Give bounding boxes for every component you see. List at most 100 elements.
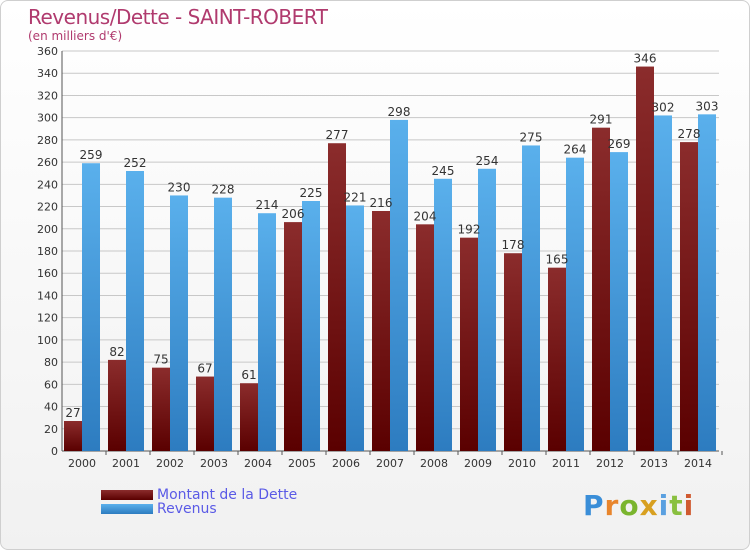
- x-tick-label: 2012: [596, 457, 624, 470]
- x-tick-label: 2004: [244, 457, 272, 470]
- legend-item-debt: Montant de la Dette: [101, 487, 297, 503]
- y-tick-label: 80: [44, 356, 58, 369]
- y-tick-label: 320: [37, 89, 58, 102]
- y-tick-label: 200: [37, 223, 58, 236]
- logo-letter: o: [619, 489, 640, 522]
- value-label-debt-2002: 75: [153, 353, 168, 367]
- bar-revenue-2009: [478, 168, 496, 451]
- x-tick-label: 2000: [68, 457, 96, 470]
- bar-revenue-2011: [566, 157, 584, 451]
- bar-debt-2007: [372, 211, 390, 451]
- y-tick-label: 140: [37, 289, 58, 302]
- bar-debt-2006: [328, 143, 346, 451]
- x-tick-label: 2010: [508, 457, 536, 470]
- bar-revenue-2005: [302, 201, 320, 451]
- bar-debt-2014: [680, 142, 698, 451]
- value-label-debt-2010: 178: [502, 238, 525, 252]
- legend-label-revenue: Revenus: [157, 501, 217, 517]
- y-tick-label: 340: [37, 67, 58, 80]
- bar-debt-2013: [636, 66, 654, 452]
- x-tick-label: 2009: [464, 457, 492, 470]
- legend-swatch-debt: [101, 490, 153, 500]
- value-label-debt-2000: 27: [65, 406, 80, 420]
- bar-revenue-2006: [346, 205, 364, 451]
- bar-revenue-2012: [610, 152, 628, 451]
- bar-debt-2008: [416, 224, 434, 451]
- legend-label-debt: Montant de la Dette: [157, 487, 298, 503]
- x-tick-label: 2003: [200, 457, 228, 470]
- y-tick-label: 240: [37, 178, 58, 191]
- x-tick-label: 2014: [684, 457, 712, 470]
- y-tick-label: 180: [37, 245, 58, 258]
- y-tick-label: 280: [37, 134, 58, 147]
- x-tick-label: 2007: [376, 457, 404, 470]
- x-tick-label: 2005: [288, 457, 316, 470]
- logo-letter: t: [669, 489, 684, 522]
- bar-debt-2012: [592, 127, 610, 452]
- x-tick-label: 2011: [552, 457, 580, 470]
- bar-revenue-2010: [522, 145, 540, 451]
- legend-item-revenue: Revenus: [101, 501, 217, 517]
- logo-letter: i: [683, 489, 695, 522]
- x-tick-label: 2001: [112, 457, 140, 470]
- chart-title: Revenus/Dette - SAINT-ROBERT: [28, 5, 328, 29]
- chart-subtitle: (en milliers d'€): [28, 29, 123, 43]
- logo-letter: P: [583, 489, 605, 522]
- value-label-revenue-2002: 230: [168, 180, 191, 194]
- proxiti-logo: Proxiti: [583, 489, 694, 522]
- value-label-revenue-2011: 264: [564, 143, 587, 157]
- y-tick-label: 40: [44, 401, 58, 414]
- legend-swatch-revenue: [101, 504, 153, 514]
- value-label-revenue-2000: 259: [80, 148, 103, 162]
- value-label-debt-2013: 346: [634, 52, 657, 66]
- value-label-revenue-2012: 269: [608, 137, 631, 151]
- value-label-debt-2007: 216: [370, 196, 393, 210]
- y-tick-label: 300: [37, 112, 58, 125]
- value-label-debt-2008: 204: [414, 209, 437, 223]
- value-label-debt-2003: 67: [197, 362, 212, 376]
- value-label-revenue-2013: 302: [652, 100, 675, 114]
- value-label-debt-2004: 61: [241, 368, 256, 382]
- value-label-revenue-2003: 228: [212, 183, 235, 197]
- value-label-debt-2009: 192: [458, 223, 481, 237]
- bar-debt-2002: [152, 367, 170, 451]
- bar-debt-2011: [548, 267, 566, 451]
- x-tick-label: 2013: [640, 457, 668, 470]
- value-label-revenue-2008: 245: [432, 164, 455, 178]
- bar-revenue-2013: [654, 115, 672, 451]
- bar-revenue-2008: [434, 178, 452, 451]
- bar-revenue-2001: [126, 171, 144, 451]
- y-tick-label: 20: [44, 423, 58, 436]
- x-tick-label: 2008: [420, 457, 448, 470]
- x-tick-label: 2002: [156, 457, 184, 470]
- value-label-revenue-2010: 275: [520, 130, 543, 144]
- value-label-revenue-2001: 252: [124, 156, 147, 170]
- value-label-revenue-2005: 225: [300, 186, 323, 200]
- x-tick-label: 2006: [332, 457, 360, 470]
- axes: 0 20 40 60 80 100 120 140 160 180 200 220 240 260 280 3…: [37, 45, 723, 470]
- bar-revenue-2007: [390, 119, 408, 451]
- bar-debt-2003: [196, 376, 214, 451]
- bar-debt-2004: [240, 383, 258, 451]
- logo-letter: x: [639, 489, 659, 522]
- logo-letter: r: [604, 489, 620, 522]
- y-tick-label: 60: [44, 378, 58, 391]
- y-tick-label: 160: [37, 267, 58, 280]
- value-label-debt-2014: 278: [678, 127, 701, 141]
- value-label-revenue-2004: 214: [256, 198, 279, 212]
- value-label-debt-2001: 82: [109, 345, 124, 359]
- bars: [64, 66, 716, 452]
- y-tick-label: 100: [37, 334, 58, 347]
- y-tick-label: 260: [37, 156, 58, 169]
- bar-revenue-2002: [170, 195, 188, 451]
- bar-debt-2005: [284, 222, 302, 451]
- value-label-revenue-2006: 221: [344, 190, 367, 204]
- bar-revenue-2004: [258, 213, 276, 451]
- bar-revenue-2014: [698, 114, 716, 451]
- value-label-debt-2011: 165: [546, 253, 569, 267]
- bar-debt-2010: [504, 253, 522, 451]
- logo-letter: i: [658, 489, 670, 522]
